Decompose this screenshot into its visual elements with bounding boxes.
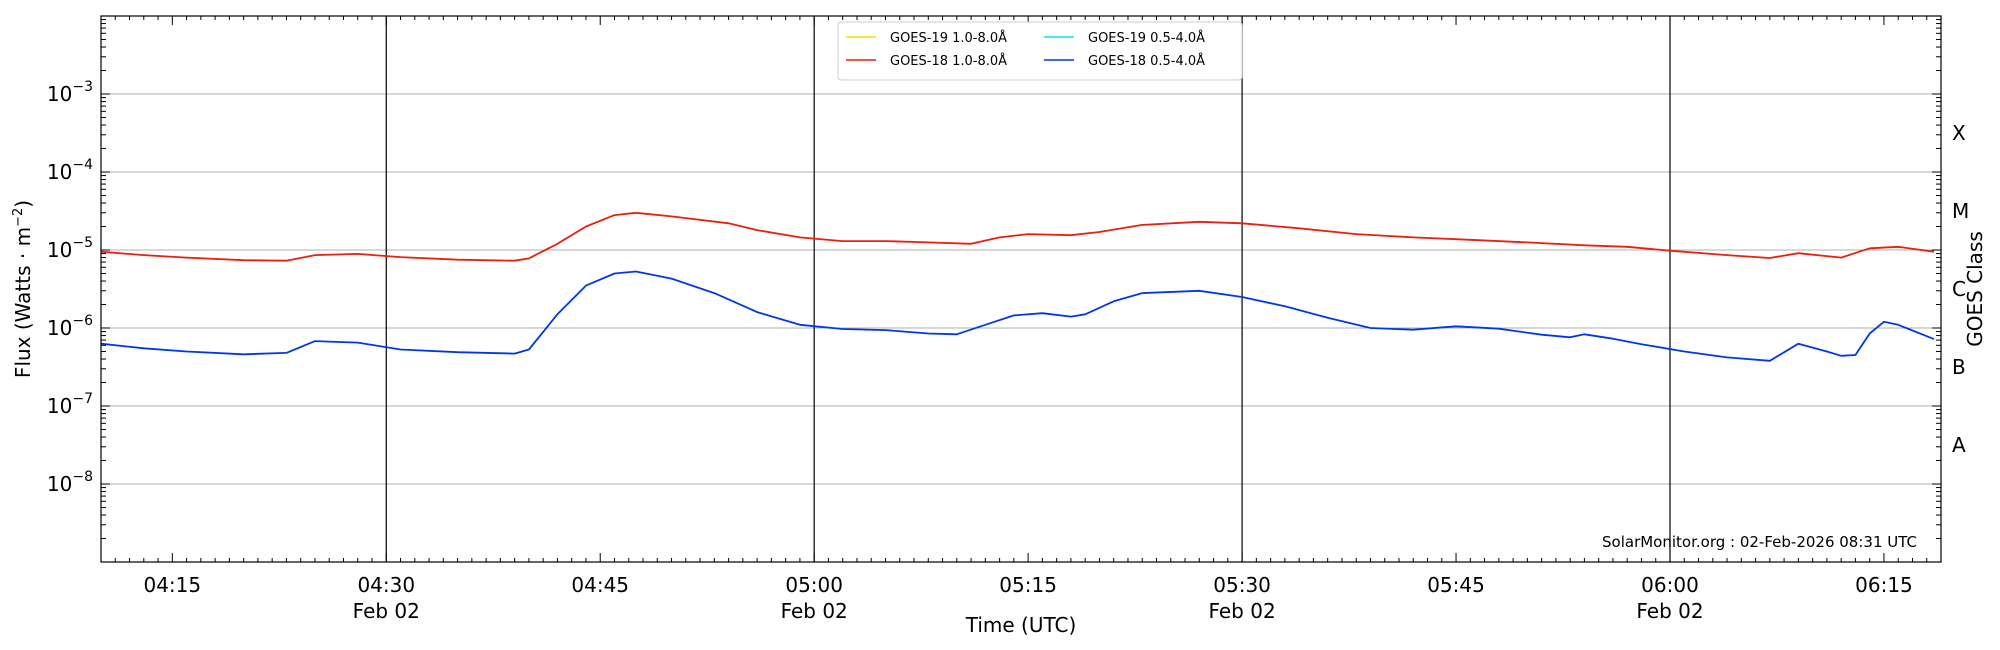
plot-frame bbox=[100, 15, 1942, 563]
y-tick-label: 10−4 bbox=[47, 157, 93, 184]
goes-class-labels: A B C M X bbox=[1952, 121, 1969, 457]
vertical-lines-layer bbox=[385, 16, 1671, 562]
tick-layer bbox=[100, 15, 1942, 563]
y2-axis-title: GOES Class bbox=[1963, 231, 1987, 347]
goes-class-label: A bbox=[1952, 433, 1966, 457]
x-tick-date-label: Feb 02 bbox=[353, 599, 420, 623]
x-tick-date-label: Feb 02 bbox=[1636, 599, 1703, 623]
series-layer bbox=[100, 211, 1935, 362]
y-tick-labels: 10−8 10−7 10−6 10−5 10−4 10−3 bbox=[47, 79, 93, 496]
x-tick-label: 04:30 bbox=[357, 573, 415, 597]
legend-label: GOES-18 1.0-8.0Å bbox=[890, 53, 1007, 69]
legend-box bbox=[837, 21, 1243, 81]
goes-class-label: X bbox=[1952, 121, 1966, 145]
goes-class-label: C bbox=[1952, 277, 1966, 301]
x-tick-label: 04:15 bbox=[143, 573, 201, 597]
series-line bbox=[100, 270, 1935, 362]
x-tick-label: 04:45 bbox=[571, 573, 629, 597]
x-tick-label: 05:00 bbox=[785, 573, 843, 597]
y-tick-label: 10−6 bbox=[47, 313, 93, 340]
x-tick-label: 05:15 bbox=[999, 573, 1057, 597]
legend: GOES-19 1.0-8.0Å GOES-18 1.0-8.0Å GOES-19 … bbox=[837, 21, 1243, 81]
y-tick-label: 10−7 bbox=[47, 391, 93, 418]
legend-label: GOES-18 0.5-4.0Å bbox=[1088, 53, 1205, 69]
x-tick-label: 06:00 bbox=[1641, 573, 1699, 597]
series-line bbox=[100, 211, 1935, 262]
x-tick-label: 05:45 bbox=[1427, 573, 1485, 597]
x-tick-date-label: Feb 02 bbox=[1208, 599, 1275, 623]
grid-layer bbox=[101, 93, 1941, 485]
credit-text: SolarMonitor.org : 02-Feb-2026 08:31 UTC bbox=[1602, 533, 1917, 551]
goes-class-label: B bbox=[1952, 355, 1966, 379]
x-axis-title: Time (UTC) bbox=[965, 613, 1077, 637]
y-tick-label: 10−5 bbox=[47, 235, 93, 262]
y-axis-title: Flux (Watts · m−2) bbox=[11, 200, 35, 378]
x-tick-label: 06:15 bbox=[1855, 573, 1913, 597]
y-tick-label: 10−8 bbox=[47, 469, 93, 496]
y-tick-label: 10−3 bbox=[47, 79, 93, 106]
legend-label: GOES-19 1.0-8.0Å bbox=[890, 30, 1007, 46]
x-tick-label: 05:30 bbox=[1213, 573, 1271, 597]
legend-label: GOES-19 0.5-4.0Å bbox=[1088, 30, 1205, 46]
goes-class-label: M bbox=[1952, 199, 1969, 223]
x-tick-date-label: Feb 02 bbox=[781, 599, 848, 623]
legend-items: GOES-19 1.0-8.0Å GOES-18 1.0-8.0Å GOES-19 … bbox=[846, 30, 1205, 69]
